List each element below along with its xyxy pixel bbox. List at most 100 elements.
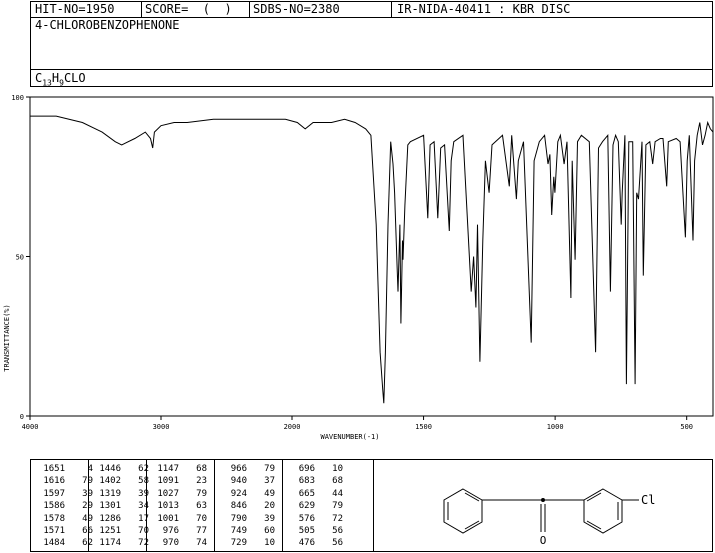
peak-row: 1446 62 <box>91 463 149 475</box>
divider <box>249 2 250 17</box>
peak-transmittance: 72 <box>332 513 343 524</box>
peak-wavenumber: 1001 <box>157 513 179 524</box>
peak-column: 1651416167915973915862915784915716614846… <box>35 463 93 550</box>
peak-transmittance: 62 <box>138 464 149 474</box>
sdbs-number: SDBS-NO=2380 <box>253 2 340 16</box>
peak-wavenumber: 1597 <box>43 488 65 499</box>
peak-row: 976 77 <box>149 525 207 537</box>
peak-transmittance: 44 <box>332 488 343 499</box>
peak-transmittance: 79 <box>332 501 343 512</box>
peak-column: 966 79 940 37 924 49 846 20 790 39 749 60 729 10 <box>217 463 275 550</box>
peak-row: 846 20 <box>217 500 275 512</box>
double-bond <box>464 492 480 502</box>
peak-transmittance: 20 <box>264 501 275 512</box>
peak-transmittance: 10 <box>332 464 343 474</box>
divider <box>373 460 374 551</box>
peak-wavenumber: 1013 <box>157 501 179 512</box>
header-row-formula: C13H9CLO <box>30 69 713 87</box>
ir-id: IR-NIDA-40411 : KBR DISC <box>397 2 571 16</box>
y-axis-ticks: 100 50 0 <box>11 94 30 421</box>
peak-row: 729 10 <box>217 537 275 549</box>
peak-wavenumber: 476 <box>298 538 315 549</box>
peak-transmittance: 39 <box>264 513 275 524</box>
peak-wavenumber: 505 <box>298 526 315 537</box>
peak-row: 159739 <box>35 488 93 500</box>
double-bond <box>464 520 480 530</box>
divider <box>141 2 142 17</box>
peak-wavenumber: 1286 <box>99 513 121 524</box>
peak-wavenumber: 924 <box>230 488 247 499</box>
x-tick-label: 2000 <box>284 423 301 431</box>
peak-wavenumber: 696 <box>298 464 315 474</box>
x-axis-ticks: 4000 3000 2000 1500 1000 500 <box>22 416 693 431</box>
transmittance-series-line <box>30 115 714 404</box>
peak-transmittance: 56 <box>332 526 343 537</box>
peak-row: 157849 <box>35 513 93 525</box>
peak-wavenumber: 1616 <box>43 476 65 487</box>
peak-row: 1651 4 <box>35 463 93 475</box>
peak-wavenumber: 729 <box>230 538 247 549</box>
peak-table: 1651416167915973915862915784915716614846… <box>30 459 713 552</box>
peak-row: 1001 70 <box>149 513 207 525</box>
header-row-name: 4-CHLOROBENZOPHENONE <box>30 17 713 70</box>
peak-wavenumber: 1571 <box>43 526 65 537</box>
chlorine-label: Cl <box>641 493 655 507</box>
benzene-ring-right <box>583 488 623 534</box>
peak-wavenumber: 1446 <box>99 464 121 474</box>
peak-wavenumber: 1091 <box>157 476 179 487</box>
peak-transmittance: 74 <box>196 538 207 549</box>
molecular-formula: C13H9CLO <box>35 71 86 88</box>
x-axis-label: WAVENUMBER(-1) <box>320 433 379 441</box>
peak-column: 696 10 683 68 665 44 629 79 576 72 505 56 476 56 <box>285 463 343 550</box>
x-tick-label: 1000 <box>547 423 564 431</box>
peak-row: 629 79 <box>285 500 343 512</box>
peak-row: 158629 <box>35 500 93 512</box>
peak-transmittance: 29 <box>65 500 93 512</box>
hit-number: HIT-NO=1950 <box>35 2 115 16</box>
peak-transmittance: 39 <box>138 488 149 499</box>
peak-row: 940 37 <box>217 475 275 487</box>
peak-row: 157166 <box>35 525 93 537</box>
peak-transmittance: 37 <box>264 476 275 487</box>
peak-transmittance: 68 <box>196 464 207 474</box>
x-tick-label: 3000 <box>153 423 170 431</box>
peak-row: 1013 63 <box>149 500 207 512</box>
peak-wavenumber: 1174 <box>99 538 121 549</box>
double-bond <box>586 520 602 530</box>
peak-wavenumber: 1586 <box>43 501 65 512</box>
compound-name: 4-CHLOROBENZOPHENONE <box>35 18 180 32</box>
divider <box>282 460 283 551</box>
peak-row: 1301 34 <box>91 500 149 512</box>
peak-transmittance: 62 <box>65 537 93 549</box>
peak-row: 148462 <box>35 537 93 549</box>
x-tick-label: 4000 <box>22 423 39 431</box>
score: SCORE= ( ) <box>145 2 232 16</box>
divider <box>88 460 89 551</box>
peak-transmittance: 34 <box>138 501 149 512</box>
divider <box>146 460 147 551</box>
peak-transmittance: 77 <box>196 526 207 537</box>
peak-wavenumber: 846 <box>230 501 247 512</box>
peak-row: 749 60 <box>217 525 275 537</box>
peak-transmittance: 23 <box>196 476 207 487</box>
peak-transmittance: 66 <box>65 525 93 537</box>
carbonyl-carbon <box>541 498 545 502</box>
header-row-ids: HIT-NO=1950 SCORE= ( ) SDBS-NO=2380 IR-N… <box>30 1 713 18</box>
peak-transmittance: 72 <box>138 538 149 549</box>
peak-transmittance: 56 <box>332 538 343 549</box>
peak-wavenumber: 1251 <box>99 526 121 537</box>
peak-row: 476 56 <box>285 537 343 549</box>
peak-row: 665 44 <box>285 488 343 500</box>
peak-transmittance: 79 <box>65 475 93 487</box>
peak-row: 1402 58 <box>91 475 149 487</box>
peak-row: 970 74 <box>149 537 207 549</box>
peak-wavenumber: 683 <box>298 476 315 487</box>
peak-wavenumber: 970 <box>162 538 179 549</box>
peak-row: 966 79 <box>217 463 275 475</box>
peak-transmittance: 10 <box>264 538 275 549</box>
oxygen-label: O <box>540 534 547 547</box>
peak-transmittance: 63 <box>196 501 207 512</box>
peak-transmittance: 39 <box>65 488 93 500</box>
y-tick-label: 0 <box>20 413 24 421</box>
peak-wavenumber: 1319 <box>99 488 121 499</box>
